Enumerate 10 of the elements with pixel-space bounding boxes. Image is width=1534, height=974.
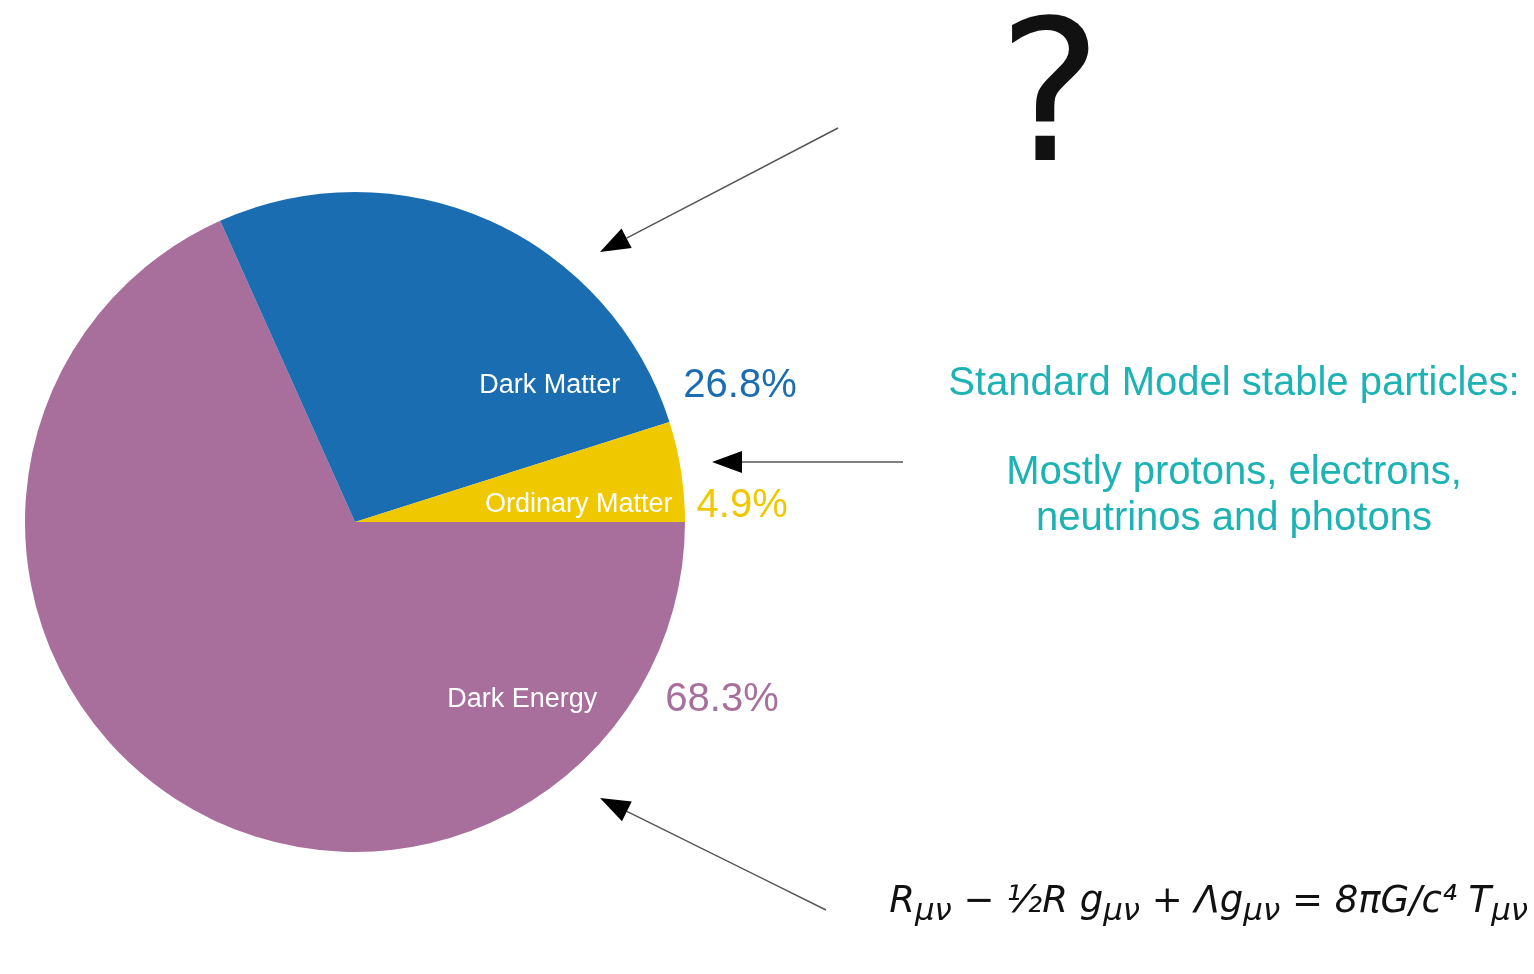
text: ? [997,0,1103,208]
data-label: 4.9% [696,480,788,525]
slice-label: Ordinary Matter [484,488,673,519]
slice-label: Dark Matter [479,368,621,399]
text: Standard Model stable particles: [947,358,1521,405]
text: Mostly protons, electrons, neutrinos and photons [1005,447,1463,539]
data-label: 68.3% [665,675,779,720]
data-label: 26.8% [683,361,797,406]
text: R$_{μν}$ − ½R g$_{μν}$ + Λg$_{μν}$ = 8πG/c⁴ T$_{μν}$ [888,877,1528,930]
slice-label: Dark Energy [447,682,598,713]
